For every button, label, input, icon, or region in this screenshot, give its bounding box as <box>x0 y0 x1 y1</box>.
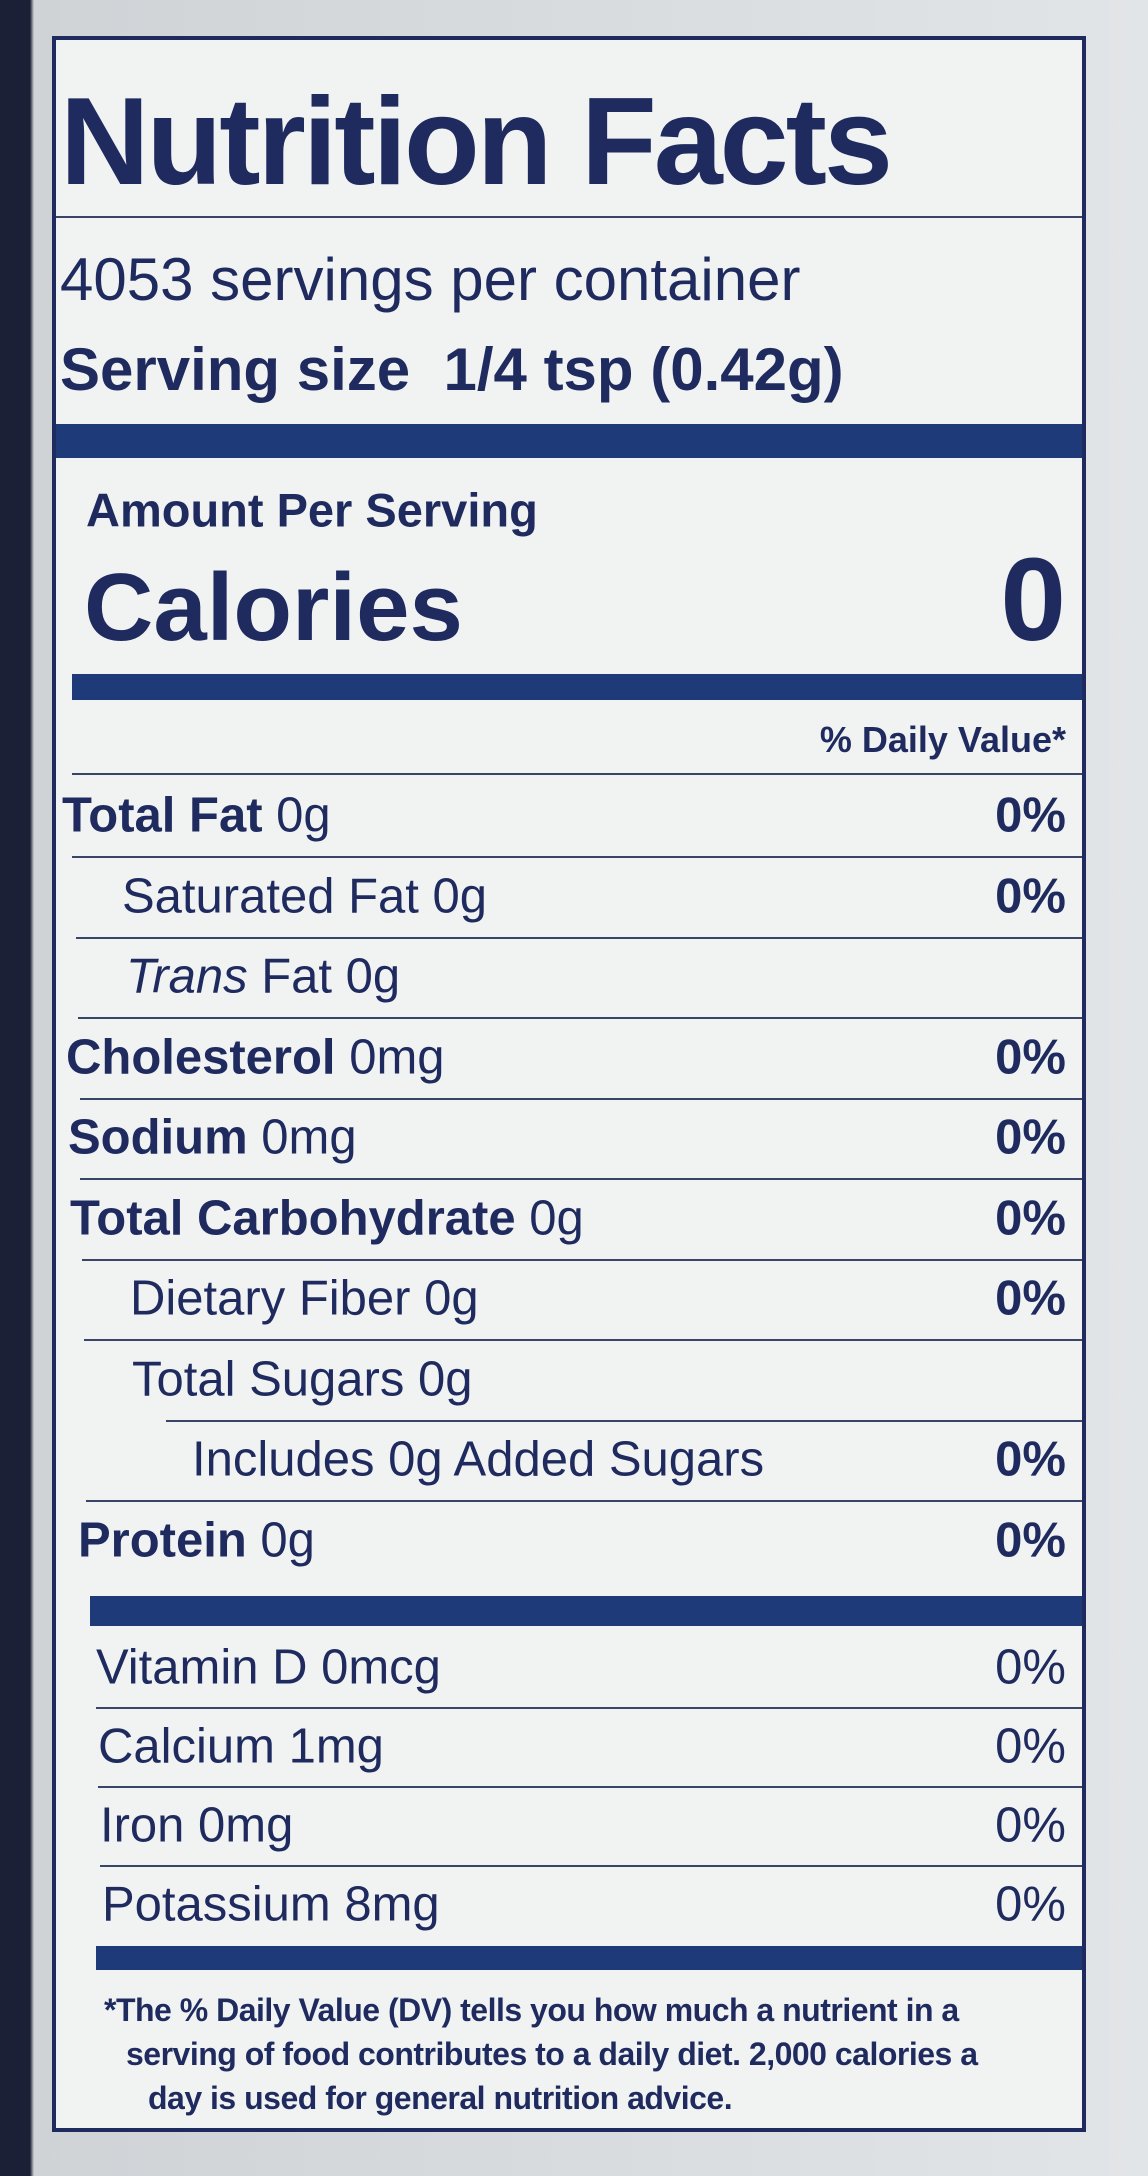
vitamin-dv: 0% <box>995 1877 1066 1932</box>
nutrient-dv: 0% <box>995 1271 1066 1326</box>
divider <box>72 773 1082 775</box>
calories-label: Calories <box>84 554 463 661</box>
nutrient-row: Total Carbohydrate 0g <box>70 1194 584 1243</box>
divider <box>80 1178 1082 1180</box>
nutrient-row: Dietary Fiber 0g <box>130 1271 479 1326</box>
nutrient-dv: 0% <box>995 788 1066 843</box>
servings: 4053 servings per container <box>60 246 801 313</box>
nutrient-row: Saturated Fat 0g <box>122 872 487 921</box>
footnote-line: serving of food contributes to a daily d… <box>126 2036 978 2072</box>
calories-value: 0 <box>1000 534 1066 666</box>
nutrient-dv: 0% <box>995 1432 1066 1487</box>
nutrient-amount: 0mg <box>349 1030 445 1084</box>
vitamin-name: Iron 0mg <box>100 1798 294 1853</box>
nutrient-name: Sodium <box>68 1110 248 1165</box>
nutrition-label: Nutrition Facts 4053 servings per contai… <box>52 36 1086 2132</box>
nutrient-row: Sodium 0mg <box>68 1110 357 1165</box>
nutrient-amount: 0g <box>260 1513 315 1567</box>
amount-per-serving: Amount Per Serving <box>86 483 538 537</box>
divider <box>84 1339 1082 1341</box>
nutrient-dv: 0% <box>995 1030 1066 1084</box>
footnote-line: *The % Daily Value (DV) tells you how mu… <box>104 1992 959 2028</box>
nutrient-row: Protein 0g <box>78 1516 315 1565</box>
divider <box>76 936 1082 939</box>
thick-bar <box>96 1946 1082 1970</box>
thick-bar <box>72 674 1082 700</box>
nutrient-name: Protein <box>78 1513 247 1567</box>
nutrient-amount: Fat 0g <box>261 949 401 1004</box>
nutrient-amount: 0mg <box>261 1110 357 1165</box>
divider <box>86 1500 1082 1502</box>
title: Nutrition Facts <box>60 73 893 211</box>
serving-size-value: 1/4 tsp (0.42g) <box>443 336 844 403</box>
nutrient-row: Includes 0g Added Sugars <box>192 1432 765 1487</box>
serving-size-label: Serving size <box>60 336 411 403</box>
nutrient-name: Total Sugars <box>132 1352 405 1406</box>
vitamin-name: Calcium 1mg <box>98 1719 384 1774</box>
divider <box>72 856 1082 858</box>
divider <box>100 1865 1082 1867</box>
nutrient-row: Cholesterol 0mg <box>66 1033 445 1082</box>
thick-bar <box>56 424 1082 458</box>
nutrient-row: Total Sugars 0g <box>132 1355 473 1404</box>
vitamin-dv: 0% <box>995 1798 1066 1853</box>
nutrient-dv: 0% <box>995 1513 1066 1567</box>
vitamin-name: Vitamin D 0mcg <box>96 1640 441 1695</box>
divider <box>80 1097 1082 1100</box>
nutrient-dv: 0% <box>995 869 1066 923</box>
divider <box>82 1258 1082 1261</box>
nutrient-name: Total Fat <box>62 788 263 843</box>
nutrient-amount: 0g <box>276 788 331 843</box>
nutrient-dv: 0% <box>995 1110 1066 1165</box>
vitamin-name: Potassium 8mg <box>102 1877 440 1932</box>
divider <box>96 1707 1082 1709</box>
vitamin-dv: 0% <box>995 1719 1066 1774</box>
daily-value-header: % Daily Value* <box>819 719 1066 760</box>
nutrient-name: Saturated Fat <box>122 869 419 923</box>
divider <box>56 216 1082 218</box>
nutrient-name: Includes 0g Added Sugars <box>192 1432 765 1487</box>
thick-bar <box>90 1596 1082 1626</box>
divider <box>166 1419 1082 1422</box>
divider <box>98 1786 1082 1788</box>
nutrient-amount: 0g <box>424 1271 479 1326</box>
nutrient-row: Trans Fat 0g <box>126 949 401 1004</box>
vitamin-dv: 0% <box>995 1640 1066 1695</box>
nutrient-name: Dietary Fiber <box>130 1271 411 1326</box>
nutrient-amount: 0g <box>418 1352 473 1406</box>
divider <box>78 1017 1082 1019</box>
nutrient-name: Total Carbohydrate <box>70 1191 516 1245</box>
nutrient-amount: 0g <box>432 869 488 923</box>
serving-size: Serving size 1/4 tsp (0.42g) <box>60 340 844 400</box>
nutrient-amount: 0g <box>529 1191 584 1245</box>
nutrient-name: Trans <box>126 949 248 1004</box>
nutrient-dv: 0% <box>995 1191 1066 1245</box>
nutrient-row: Total Fat 0g <box>62 788 331 843</box>
footnote-line: day is used for general nutrition advice… <box>148 2080 733 2116</box>
nutrient-name: Cholesterol <box>66 1030 336 1084</box>
